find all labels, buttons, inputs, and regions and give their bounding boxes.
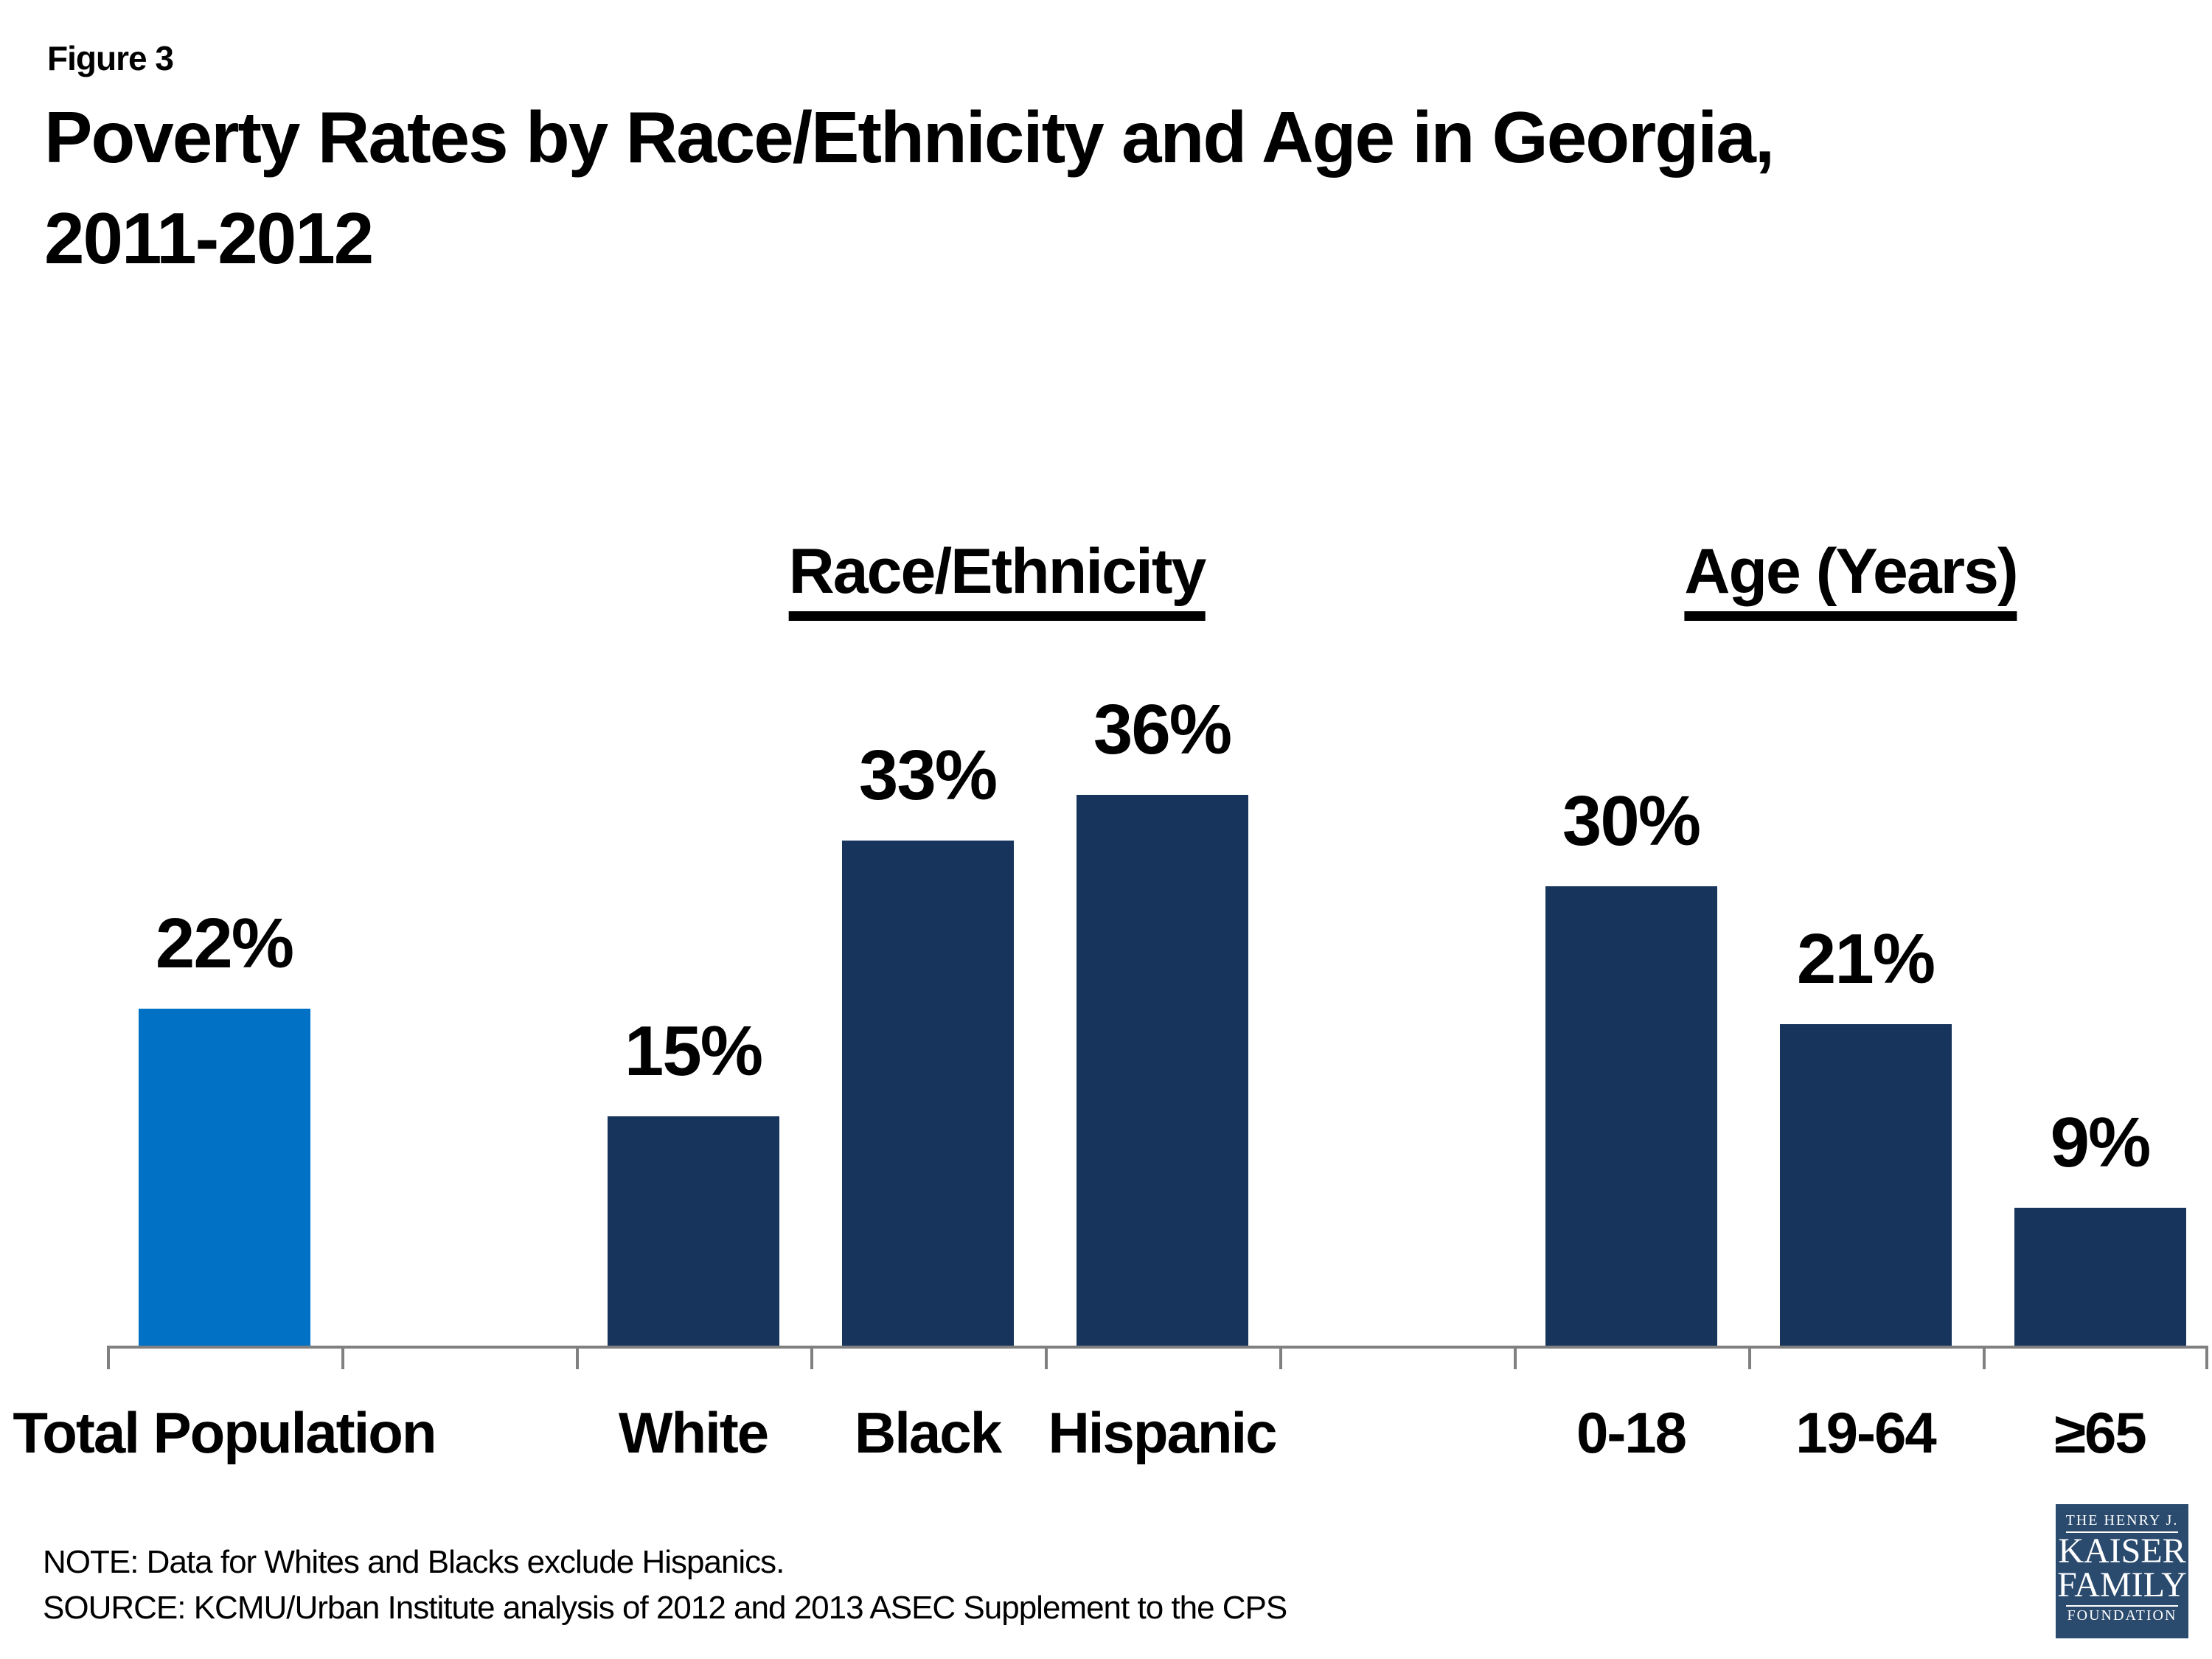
- category-label: Black: [854, 1400, 1002, 1465]
- kaiser-family-foundation-logo: THE HENRY J. KAISER FAMILY FOUNDATION: [2056, 1504, 2188, 1638]
- category-label: Total Population: [13, 1400, 437, 1465]
- x-axis-tick: [1748, 1347, 1751, 1369]
- category-label: 19-64: [1795, 1400, 1936, 1465]
- x-axis-tick: [341, 1347, 344, 1369]
- x-axis-tick: [810, 1347, 813, 1369]
- bar-total-population: [138, 1009, 310, 1346]
- figure-label: Figure 3: [47, 39, 174, 77]
- x-axis-tick: [1514, 1347, 1517, 1369]
- x-axis-tick: [2205, 1347, 2208, 1369]
- bar-19-64: [1779, 1024, 1952, 1346]
- bar-black: [841, 841, 1014, 1346]
- bar-value-label: 36%: [1093, 690, 1232, 769]
- chart-title: Poverty Rates by Race/Ethnicity and Age …: [44, 87, 1775, 289]
- category-label: ≥65: [2054, 1400, 2147, 1465]
- logo-divider-top: [2066, 1531, 2178, 1533]
- logo-line-foundation: FOUNDATION: [2067, 1607, 2177, 1624]
- bar--65: [2014, 1208, 2186, 1346]
- logo-line-the-henry-j: THE HENRY J.: [2065, 1512, 2179, 1528]
- x-axis-tick: [1279, 1347, 1282, 1369]
- logo-line-family: FAMILY: [2057, 1565, 2187, 1604]
- category-label: 0-18: [1576, 1400, 1687, 1465]
- chart-title-line2: 2011-2012: [44, 198, 374, 279]
- x-axis-tick: [1045, 1347, 1048, 1369]
- bar-0-18: [1545, 886, 1717, 1346]
- category-label: White: [618, 1400, 769, 1465]
- bar-white: [607, 1116, 779, 1346]
- logo-divider-bottom: [2066, 1605, 2178, 1607]
- bar-value-label: 30%: [1562, 782, 1701, 860]
- group-header-age-years: Age (Years): [1684, 535, 2019, 621]
- bar-value-label: 15%: [624, 1012, 763, 1091]
- bar-hispanic: [1076, 795, 1248, 1346]
- chart-title-line1: Poverty Rates by Race/Ethnicity and Age …: [44, 97, 1775, 178]
- bar-value-label: 33%: [858, 736, 998, 815]
- source-text: SOURCE: KCMU/Urban Institute analysis of…: [43, 1590, 1287, 1626]
- logo-line-kaiser: KAISER: [2058, 1531, 2186, 1571]
- bar-value-label: 22%: [155, 904, 294, 983]
- x-axis-tick: [1983, 1347, 1986, 1369]
- note-text: NOTE: Data for Whites and Blacks exclude…: [43, 1544, 785, 1580]
- x-axis-tick: [576, 1347, 579, 1369]
- group-header-race-ethnicity: Race/Ethnicity: [788, 535, 1206, 621]
- x-axis-tick: [107, 1347, 110, 1369]
- bar-value-label: 21%: [1796, 919, 1935, 998]
- x-axis-line: [107, 1346, 2208, 1349]
- category-label: Hispanic: [1048, 1400, 1277, 1465]
- bar-value-label: 9%: [2050, 1103, 2152, 1182]
